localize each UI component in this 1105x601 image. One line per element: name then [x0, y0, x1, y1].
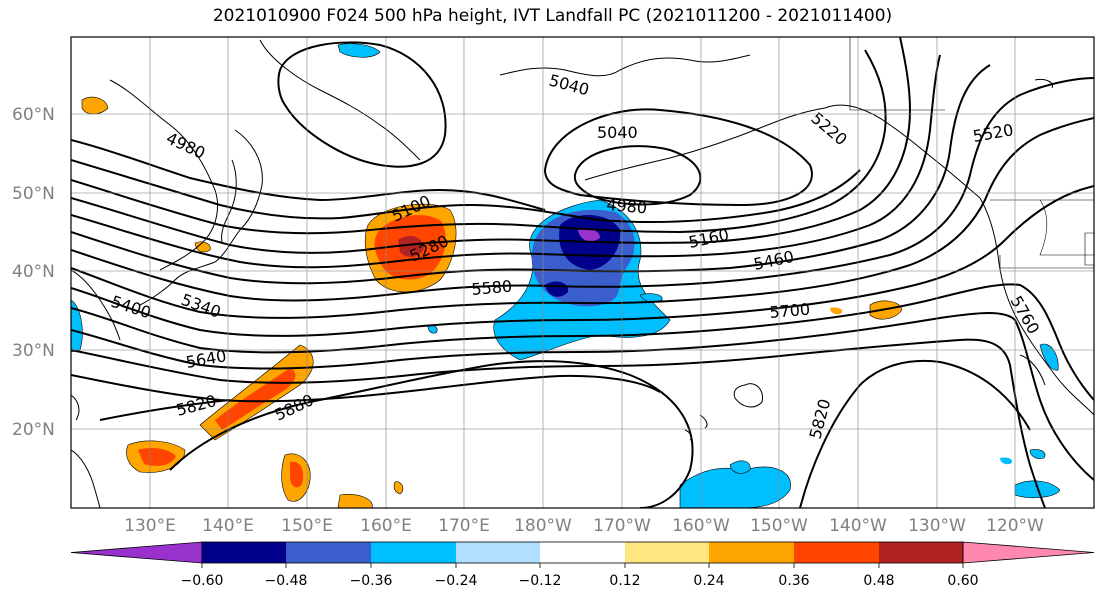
lat-label: 30°N [12, 341, 55, 361]
colorbar-extend-low [70, 541, 203, 564]
lat-label: 50°N [12, 184, 55, 204]
lon-label: 150°W [750, 516, 808, 536]
map-title: 2021010900 F024 500 hPa height, IVT Land… [212, 6, 893, 26]
contour-label: 5580 [471, 277, 513, 299]
latitude-labels: 60°N 50°N 40°N 30°N 20°N [12, 105, 55, 440]
lon-label: 150°E [281, 516, 333, 536]
colorbar-segment [625, 542, 709, 563]
colorbar-segment [794, 542, 879, 563]
contour-label: 4980 [606, 195, 648, 217]
colorbar-segment [879, 542, 963, 563]
lat-label: 20°N [12, 420, 55, 440]
lon-label: 140°E [202, 516, 254, 536]
colorbar-tick-label: −0.24 [435, 573, 478, 589]
colorbar-tick-label: −0.12 [519, 573, 562, 589]
colorbar-segment [371, 542, 456, 563]
colorbar-tick-label: 0.36 [778, 573, 809, 589]
colorbar-segment [202, 542, 286, 563]
contour-label: 5700 [769, 300, 811, 322]
lon-label: 170°W [593, 516, 651, 536]
lat-label: 40°N [12, 262, 55, 282]
lon-label: 170°E [438, 516, 490, 536]
colorbar-tick-label: −0.36 [350, 573, 393, 589]
lon-label: 130°E [124, 516, 176, 536]
lon-label: 180°W [514, 516, 572, 536]
colorbar-tick-label: 0.24 [693, 573, 724, 589]
colorbar-tick-label: −0.60 [181, 573, 224, 589]
lon-label: 160°E [360, 516, 412, 536]
colorbar: −0.60 −0.48 −0.36 −0.24 −0.12 0.12 0.24 0.36 0.4… [70, 541, 1095, 589]
lon-label: 120°W [986, 516, 1044, 536]
colorbar-tick-label: 0.48 [863, 573, 894, 589]
lon-label: 140°W [829, 516, 887, 536]
plot-frame [70, 36, 1095, 509]
colorbar-tick-label: −0.48 [265, 573, 308, 589]
colorbar-extend-high [962, 541, 1095, 564]
colorbar-segment [540, 542, 625, 563]
colorbar-tick-label: 0.60 [947, 573, 978, 589]
lon-label: 160°W [672, 516, 730, 536]
lat-label: 60°N [12, 105, 55, 125]
lon-label: 130°W [908, 516, 966, 536]
political-boundaries [849, 37, 1094, 269]
colorbar-segment [456, 542, 540, 563]
longitude-labels: 130°E 140°E 150°E 160°E 170°E 180°W 170°… [124, 516, 1044, 536]
gridlines [71, 37, 1094, 508]
colorbar-segment [286, 542, 371, 563]
colorbar-segment [709, 542, 794, 563]
colorbar-tick-label: 0.12 [609, 573, 640, 589]
contour-label: 5040 [597, 123, 638, 142]
